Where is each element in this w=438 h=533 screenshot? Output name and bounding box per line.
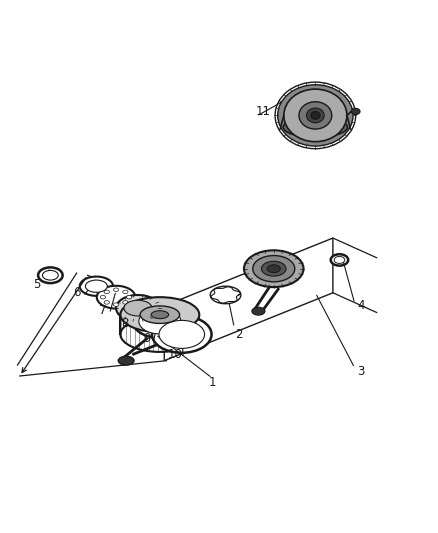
Text: 5: 5: [34, 278, 41, 290]
Ellipse shape: [331, 254, 348, 265]
Ellipse shape: [104, 301, 110, 304]
Text: 1: 1: [208, 376, 216, 389]
Ellipse shape: [97, 286, 135, 309]
Ellipse shape: [127, 295, 132, 299]
Text: 6: 6: [73, 286, 81, 300]
Text: 3: 3: [358, 365, 365, 378]
Ellipse shape: [159, 320, 205, 349]
Ellipse shape: [120, 297, 199, 332]
Text: 7: 7: [99, 304, 107, 317]
Ellipse shape: [283, 117, 347, 137]
Text: 9: 9: [143, 332, 151, 345]
Text: 4: 4: [357, 300, 365, 312]
Text: 8: 8: [121, 317, 128, 330]
Ellipse shape: [85, 280, 107, 292]
Ellipse shape: [299, 102, 332, 129]
Ellipse shape: [42, 270, 58, 280]
Text: 10: 10: [168, 348, 183, 361]
Ellipse shape: [100, 295, 106, 299]
Ellipse shape: [116, 295, 160, 321]
Ellipse shape: [123, 301, 128, 304]
Ellipse shape: [140, 306, 180, 324]
Ellipse shape: [267, 265, 280, 273]
Ellipse shape: [284, 89, 347, 142]
Ellipse shape: [152, 316, 212, 353]
Ellipse shape: [123, 290, 128, 294]
Ellipse shape: [210, 286, 241, 304]
Ellipse shape: [252, 307, 265, 315]
Ellipse shape: [124, 300, 152, 316]
Text: 11: 11: [255, 104, 270, 117]
Ellipse shape: [278, 85, 353, 146]
Ellipse shape: [151, 311, 169, 319]
Ellipse shape: [113, 303, 119, 306]
Ellipse shape: [351, 108, 360, 115]
Ellipse shape: [253, 255, 295, 282]
Ellipse shape: [307, 108, 324, 123]
Ellipse shape: [104, 290, 110, 294]
Polygon shape: [164, 238, 333, 361]
Ellipse shape: [113, 288, 119, 292]
Ellipse shape: [80, 277, 113, 296]
Ellipse shape: [38, 268, 63, 283]
Ellipse shape: [133, 304, 187, 338]
Ellipse shape: [311, 111, 320, 119]
Ellipse shape: [334, 256, 345, 263]
Ellipse shape: [118, 356, 134, 365]
Text: 2: 2: [235, 328, 243, 341]
Ellipse shape: [120, 317, 199, 352]
Ellipse shape: [139, 309, 181, 334]
Ellipse shape: [244, 251, 304, 287]
Ellipse shape: [261, 261, 286, 276]
